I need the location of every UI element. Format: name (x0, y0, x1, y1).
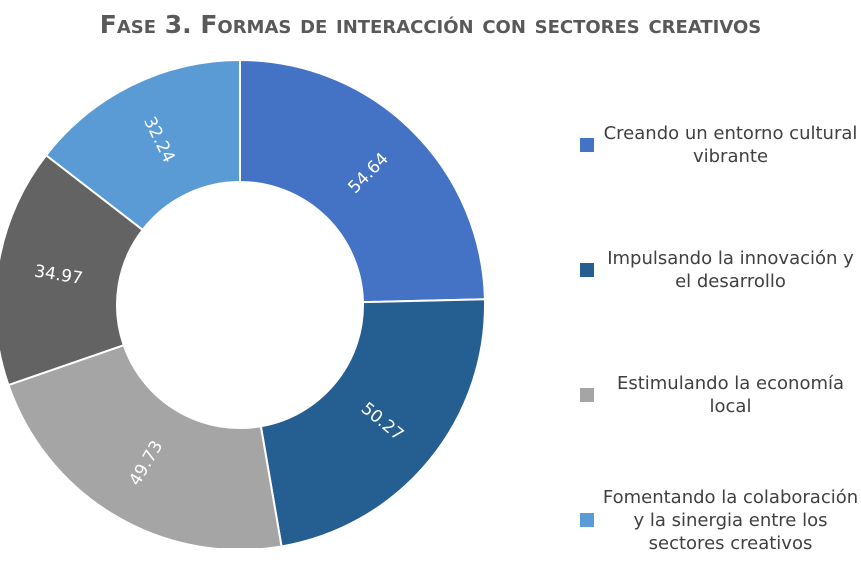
legend-label: Fomentando la colaboración y la sinergia… (602, 486, 859, 554)
legend-label: Impulsando la innovación y el desarrollo (607, 248, 854, 292)
donut-slice (7, 343, 283, 548)
donut-slice (259, 298, 486, 548)
legend-item: Impulsando la innovación y el desarrollo (580, 220, 861, 320)
legend-swatch (580, 263, 594, 277)
donut-slice (239, 58, 486, 304)
page: {"chart_data": {"type": "donut", "title"… (0, 10, 861, 554)
legend-swatch (580, 138, 594, 152)
chart-title: Fase 3. Formas de interacción con sector… (99, 10, 762, 39)
donut-slice (44, 58, 241, 232)
legend-label: Creando un entorno cultural vibrante (603, 123, 858, 167)
legend-item: Fomentando la colaboración y la sinergia… (580, 470, 861, 570)
legend-swatch (580, 513, 594, 527)
donut-slice (0, 153, 145, 387)
legend-item: Creando un entorno cultural vibrante (580, 95, 861, 195)
legend-swatch (580, 388, 594, 402)
legend-label: Estimulando la economía local (616, 373, 845, 417)
legend-item: Estimulando la economía local (580, 345, 861, 445)
